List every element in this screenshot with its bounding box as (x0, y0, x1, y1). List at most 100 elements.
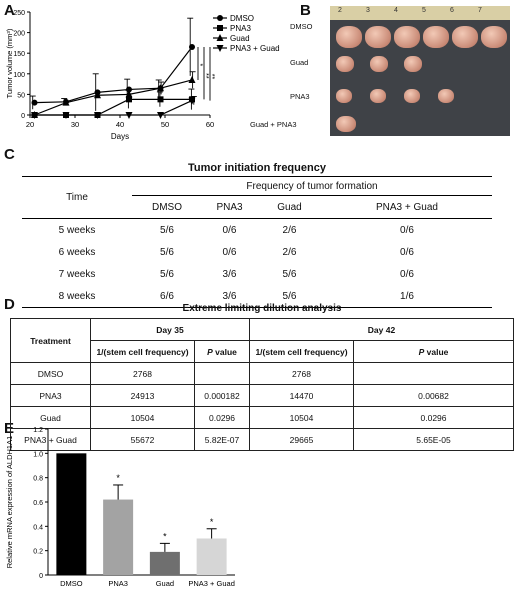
tumor (438, 89, 454, 103)
photo-row-label: Guad (290, 58, 309, 67)
bar (196, 538, 227, 575)
table-cell: 5.65E-05 (353, 428, 514, 451)
x-tick-label: 20 (26, 120, 34, 129)
photo-row-label: DMSO (290, 22, 313, 31)
table-cell: 2768 (90, 362, 195, 385)
table-cell: 5/6 (160, 268, 174, 280)
significance-star: * (116, 473, 120, 483)
x-tick-label: PNA3 + Guad (188, 579, 235, 588)
panel-label-c: C (4, 146, 15, 163)
data-point (62, 98, 70, 106)
tumor (336, 89, 352, 103)
table-cell: 6 weeks (58, 246, 96, 258)
table-cell: 14470 (249, 384, 354, 407)
significance-star: ** (202, 73, 209, 79)
tumor (404, 56, 422, 72)
freq-header-35: 1/(stem cell frequency) (90, 340, 195, 363)
tumor (336, 26, 362, 48)
bar (103, 499, 134, 575)
y-tick-label: 0.4 (33, 524, 43, 531)
data-point (94, 91, 101, 99)
table-cell: 24913 (90, 384, 195, 407)
y-tick-label: 250 (13, 10, 25, 17)
photo-row-label: PNA3 (290, 92, 310, 101)
table-cell: PNA3 (10, 384, 91, 407)
bar (149, 551, 180, 575)
tumor (370, 89, 386, 103)
bar (56, 453, 87, 575)
significance-star: ** (208, 74, 215, 80)
ruler-number: 4 (394, 7, 398, 14)
data-point (125, 90, 133, 98)
table-cell: 5.82E-07 (194, 428, 250, 451)
group-col-header: DMSO (152, 201, 182, 213)
legend-marker (217, 25, 223, 31)
y-tick-label: 0.8 (33, 476, 43, 483)
significance-star: * (163, 531, 167, 541)
x-tick-label: 30 (71, 120, 79, 129)
ruler-number: 7 (478, 7, 482, 14)
significance-star: * (210, 517, 214, 527)
table-row: 5 weeks 5/6 0/6 2/6 0/6 (22, 219, 492, 242)
panel-label-e: E (4, 420, 15, 437)
x-tick-label: 40 (116, 120, 124, 129)
x-tick-label: PNA3 (108, 579, 128, 588)
pvalue-header-42: P value (353, 340, 514, 363)
table-row: 7 weeks 5/6 3/6 5/6 0/6 (22, 263, 492, 285)
table-cell: 0/6 (222, 246, 237, 258)
table-cell: 0/6 (400, 246, 414, 258)
table-cell: 5/6 (160, 224, 174, 236)
panel-label-a: A (4, 2, 15, 19)
data-point (157, 112, 164, 119)
pvalue-header-35: P value (194, 340, 250, 363)
table-row: PNA3 + Guad 55672 5.82E-07 29665 5.65E-05 (10, 428, 514, 451)
table-cell: 29665 (249, 428, 354, 451)
series-line (34, 46, 193, 104)
table-row: Guad 10504 0.0296 10504 0.0296 (10, 406, 514, 429)
y-tick-label: 1.2 (33, 427, 43, 434)
data-point (126, 96, 132, 103)
table-cell: 0.0296 (353, 406, 514, 429)
table-cell: 0/6 (400, 268, 414, 280)
table-cell: 7 weeks (58, 268, 96, 280)
data-point (189, 44, 195, 51)
legend-label: PNA3 + Guad (230, 44, 280, 53)
table-cell: 6/6 (132, 285, 202, 308)
tumor (423, 26, 449, 48)
y-tick-label: 0.6 (33, 500, 43, 507)
y-tick-label: 50 (17, 92, 25, 99)
table-cell: 0.000182 (194, 384, 250, 407)
photo-row-label: Guad + PNA3 (250, 120, 297, 129)
freq-header-42: 1/(stem cell frequency) (249, 340, 354, 363)
series-line (34, 100, 193, 116)
panel-label-d: D (4, 296, 15, 313)
y-tick-label: 0.2 (33, 549, 43, 556)
tumor (452, 26, 478, 48)
group-col-header: Guad (277, 201, 302, 213)
significance-star: * (196, 64, 203, 67)
tumor-initiation-table: Tumor initiation frequency Time Frequenc… (22, 162, 492, 308)
table-cell: 5/6 (160, 246, 174, 258)
ruler-number: 5 (422, 7, 426, 14)
series-line (34, 79, 193, 116)
y-tick-label: 0 (21, 113, 25, 120)
table-row: 6 weeks 5/6 0/6 2/6 0/6 (22, 241, 492, 263)
x-tick-label: 60 (206, 120, 214, 129)
table-cell: 3/6 (222, 268, 237, 280)
y-tick-label: 150 (13, 51, 25, 58)
legend-marker (216, 34, 224, 41)
day35-header: Day 35 (90, 318, 250, 341)
y-tick-label: 200 (13, 31, 25, 38)
data-point (157, 84, 164, 92)
p-value-word: value (424, 346, 449, 357)
table-cell: 3/6 (202, 285, 257, 308)
table-cell: 0/6 (400, 224, 414, 236)
group-col-header: PNA3 + Guad (376, 201, 438, 213)
legend-label: Guad (230, 34, 250, 43)
data-point (125, 112, 133, 119)
table-cell (353, 362, 514, 385)
table-cell: 2768 (249, 362, 354, 385)
x-tick-label: DMSO (60, 579, 83, 588)
table-cell: DMSO (10, 362, 91, 385)
table-cell: 2/6 (282, 224, 297, 236)
